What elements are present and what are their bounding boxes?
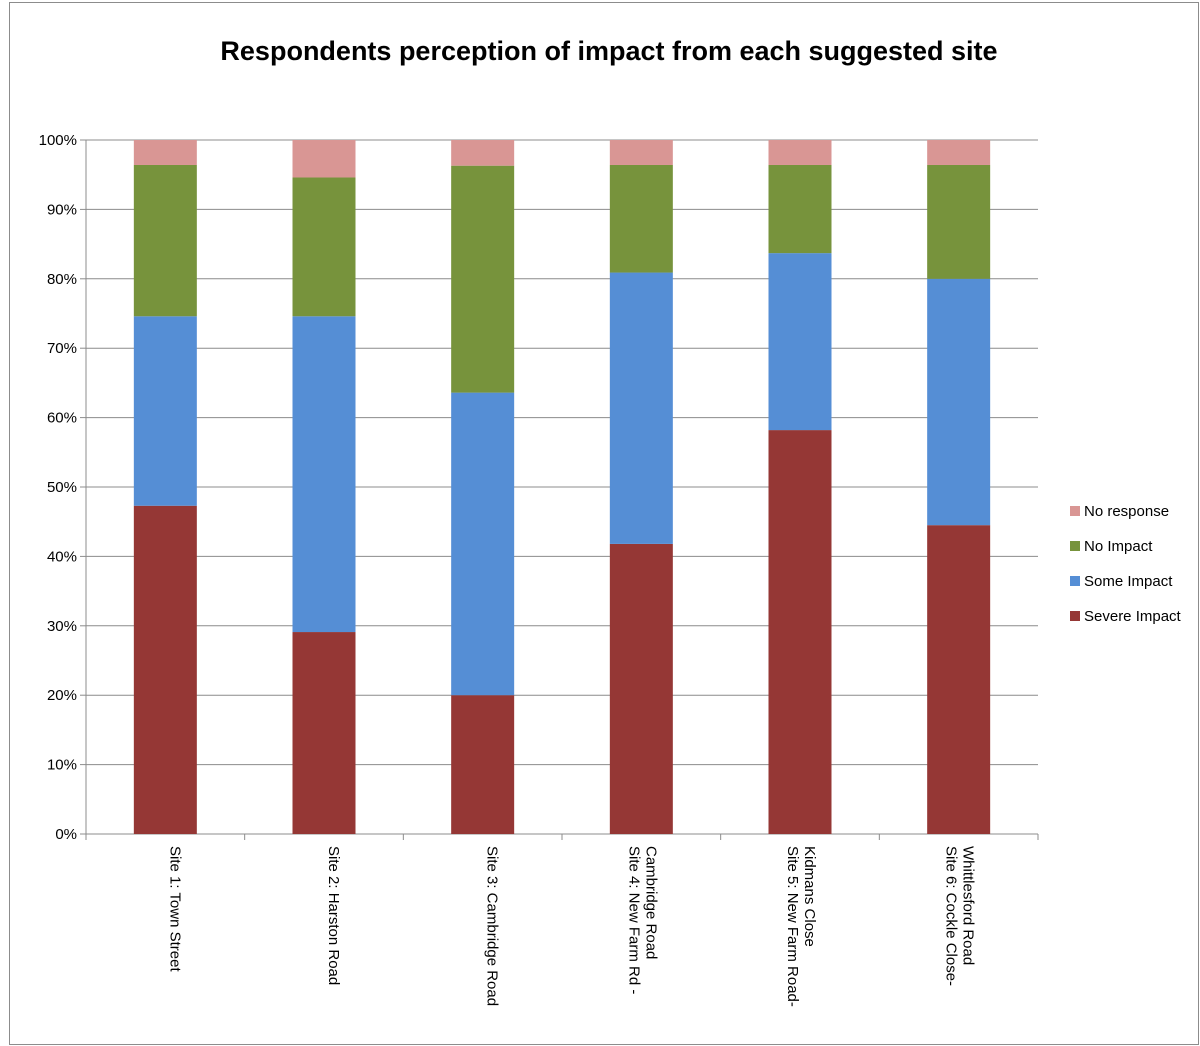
bar-segment [292,632,356,834]
x-category-label: Whittlesford Road [960,846,977,965]
legend-swatch [1070,611,1080,621]
y-tick-label: 30% [47,618,77,635]
legend-label: Some Impact [1084,573,1173,590]
bar-segment [451,165,515,393]
x-category-label: Site 5: New Farm Road- [784,846,801,1007]
x-category-label: Site 3: Cambridge Road [484,846,501,1006]
bar-segment [927,278,991,526]
y-tick-label: 10% [47,757,77,774]
chart-title: Respondents perception of impact from ea… [220,36,998,66]
legend-label: No Impact [1084,538,1153,555]
bar-segment [133,164,197,317]
x-category-label: Kidmans Close [801,846,818,947]
bar-segment [609,272,673,544]
bar-segment [451,140,515,166]
y-tick-label: 40% [47,548,77,565]
y-tick-label: 90% [47,201,77,218]
bar-segment [292,177,356,317]
y-tick-label: 60% [47,410,77,427]
bar-segment [292,140,356,178]
y-tick-label: 100% [39,132,77,149]
bar-segment [927,164,991,279]
bar-segment [609,164,673,273]
bar-segment [768,140,832,165]
y-tick-label: 70% [47,340,77,357]
bar-segment [451,695,515,834]
bar-segment [768,164,832,254]
x-category-label: Cambridge Road [642,846,659,959]
bar-segment [609,140,673,165]
bar-segment [451,392,515,696]
x-category-label: Site 6: Cockle Close- [943,846,960,986]
y-tick-label: 20% [47,687,77,704]
y-tick-label: 80% [47,271,77,288]
bar-segment [927,140,991,165]
bar-segment [292,316,356,633]
legend-swatch [1070,576,1080,586]
legend-label: Severe Impact [1084,608,1182,625]
legend-swatch [1070,541,1080,551]
bar-segment [133,505,197,834]
bar-segment [768,253,832,431]
x-category-label: Site 4: New Farm Rd - [625,846,642,994]
bar-segment [133,316,197,506]
bar-segment [927,525,991,834]
legend-swatch [1070,506,1080,516]
x-category-label: Site 2: Harston Road [325,846,342,985]
y-tick-label: 50% [47,479,77,496]
bar-segment [133,140,197,165]
x-category-label: Site 1: Town Street [166,846,183,972]
legend-label: No response [1084,503,1169,520]
y-tick-label: 0% [55,826,77,843]
chart-frame [9,2,1199,1045]
bar-segment [609,543,673,834]
bar-segment [768,430,832,834]
